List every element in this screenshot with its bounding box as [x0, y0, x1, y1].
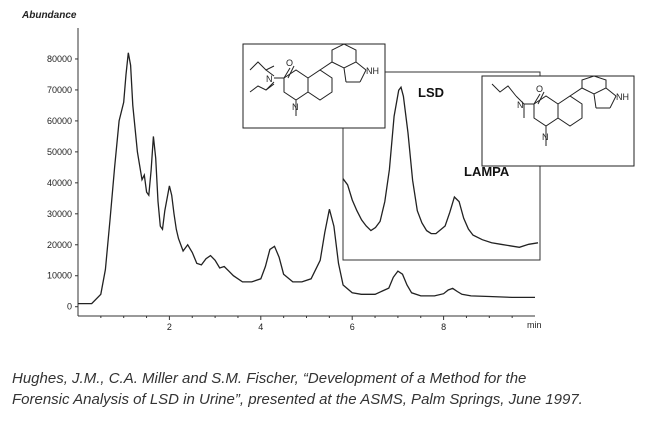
chromatogram-chart: Abundance min 0 10000 20000 30000 40000 50000…	[21, 10, 635, 332]
svg-text:NH: NH	[366, 66, 379, 76]
lampa-structure: O N N NH	[481, 75, 635, 167]
y-tick-group: 0 10000 20000 30000 40000 50000 60000 70000 8000…	[47, 54, 78, 312]
lampa-label: LAMPA	[464, 164, 510, 179]
svg-text:N: N	[542, 132, 549, 142]
svg-text:N: N	[266, 74, 273, 84]
svg-text:O: O	[286, 58, 293, 68]
svg-text:N: N	[517, 100, 524, 110]
svg-text:N: N	[292, 102, 299, 112]
x-tick-group: 2 4 6 8	[100, 316, 513, 332]
y-tick-label: 70000	[47, 85, 72, 95]
svg-text:O: O	[536, 84, 543, 94]
lsd-label: LSD	[418, 85, 444, 100]
y-tick-label: 0	[67, 302, 72, 312]
chromatogram-trace	[78, 52, 535, 305]
y-tick-label: 20000	[47, 240, 72, 250]
citation-line-1: Hughes, J.M., C.A. Miller and S.M. Fisch…	[12, 370, 527, 387]
y-tick-label: 10000	[47, 271, 72, 281]
y-tick-label: 30000	[47, 209, 72, 219]
x-axis-unit: min	[527, 320, 542, 330]
citation-line-2: Forensic Analysis of LSD in Urine”, pres…	[12, 391, 583, 408]
y-tick-label: 60000	[47, 116, 72, 126]
y-tick-label: 50000	[47, 147, 72, 157]
x-tick-label: 4	[258, 322, 263, 332]
x-tick-label: 6	[350, 322, 355, 332]
y-tick-label: 40000	[47, 178, 72, 188]
citation-caption: Hughes, J.M., C.A. Miller and S.M. Fisch…	[12, 368, 642, 410]
y-tick-label: 80000	[47, 54, 72, 64]
y-axis-title: Abundance	[21, 10, 77, 21]
x-tick-label: 2	[167, 322, 172, 332]
lsd-structure: O N N NH	[242, 43, 386, 129]
svg-text:NH: NH	[616, 92, 629, 102]
x-tick-label: 8	[441, 322, 446, 332]
inset-trace	[342, 85, 539, 248]
